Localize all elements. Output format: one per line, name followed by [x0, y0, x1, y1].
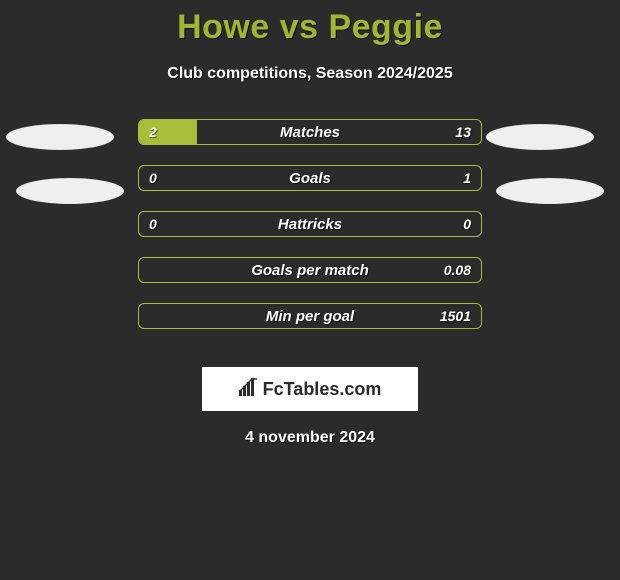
stat-value-right: 0.08	[444, 258, 471, 282]
stat-rows: 2 Matches 13 0 Goals 1 0 Hattricks 0	[138, 119, 482, 349]
stat-value-right: 0	[463, 212, 471, 236]
stat-row: 0 Hattricks 0	[138, 211, 482, 257]
stat-row: Goals per match 0.08	[138, 257, 482, 303]
stat-value-right: 1	[463, 166, 471, 190]
chart-bars-icon	[239, 378, 259, 401]
stat-row: 0 Goals 1	[138, 165, 482, 211]
logo-box: FcTables.com	[202, 367, 418, 411]
stat-bar: Goals per match 0.08	[138, 257, 482, 283]
crest-placeholder	[6, 124, 114, 150]
stat-label: Goals per match	[139, 258, 481, 282]
date-label: 4 november 2024	[0, 429, 620, 447]
comparison-card: Howe vs Peggie Club competitions, Season…	[0, 0, 620, 580]
stat-row: 2 Matches 13	[138, 119, 482, 165]
crest-placeholder	[486, 124, 594, 150]
stat-bar: 2 Matches 13	[138, 119, 482, 145]
stat-label: Matches	[139, 120, 481, 144]
crest-placeholder	[16, 178, 124, 204]
stat-value-right: 13	[455, 120, 471, 144]
logo: FcTables.com	[239, 378, 382, 401]
subtitle: Club competitions, Season 2024/2025	[0, 65, 620, 83]
stat-bar: Min per goal 1501	[138, 303, 482, 329]
stat-bar: 0 Goals 1	[138, 165, 482, 191]
stat-label: Goals	[139, 166, 481, 190]
stat-row: Min per goal 1501	[138, 303, 482, 349]
crest-placeholder	[496, 178, 604, 204]
stat-value-right: 1501	[440, 304, 471, 328]
stat-label: Min per goal	[139, 304, 481, 328]
page-title: Howe vs Peggie	[0, 0, 620, 47]
stat-bar: 0 Hattricks 0	[138, 211, 482, 237]
stat-label: Hattricks	[139, 212, 481, 236]
logo-text: FcTables.com	[263, 379, 382, 400]
